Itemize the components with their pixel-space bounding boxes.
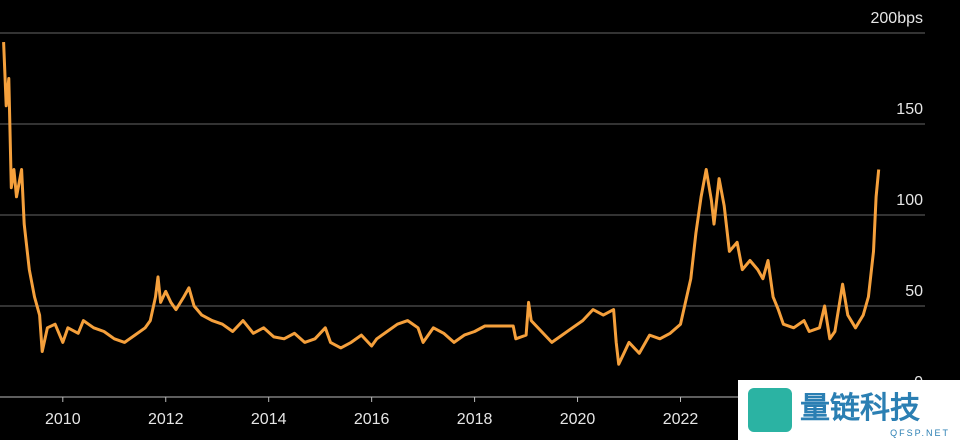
- y-tick-label: 50: [905, 283, 923, 300]
- line: [2, 42, 881, 366]
- y-tick-label: 100: [896, 192, 923, 209]
- y-tick-label: 150: [896, 101, 923, 118]
- watermark-logo: [748, 388, 792, 432]
- watermark-subtitle: QFSP.NET: [890, 428, 950, 438]
- watermark-title: 量链科技: [800, 391, 920, 425]
- x-tick-label: 2012: [148, 411, 184, 428]
- x-tick-label: 2014: [251, 411, 287, 428]
- x-tick-label: 2020: [560, 411, 596, 428]
- x-tick-label: 2022: [663, 411, 699, 428]
- y-tick-label: 200bps: [871, 10, 924, 27]
- x-tick-label: 2016: [354, 411, 390, 428]
- x-tick-label: 2010: [45, 411, 81, 428]
- x-tick-label: 2018: [457, 411, 493, 428]
